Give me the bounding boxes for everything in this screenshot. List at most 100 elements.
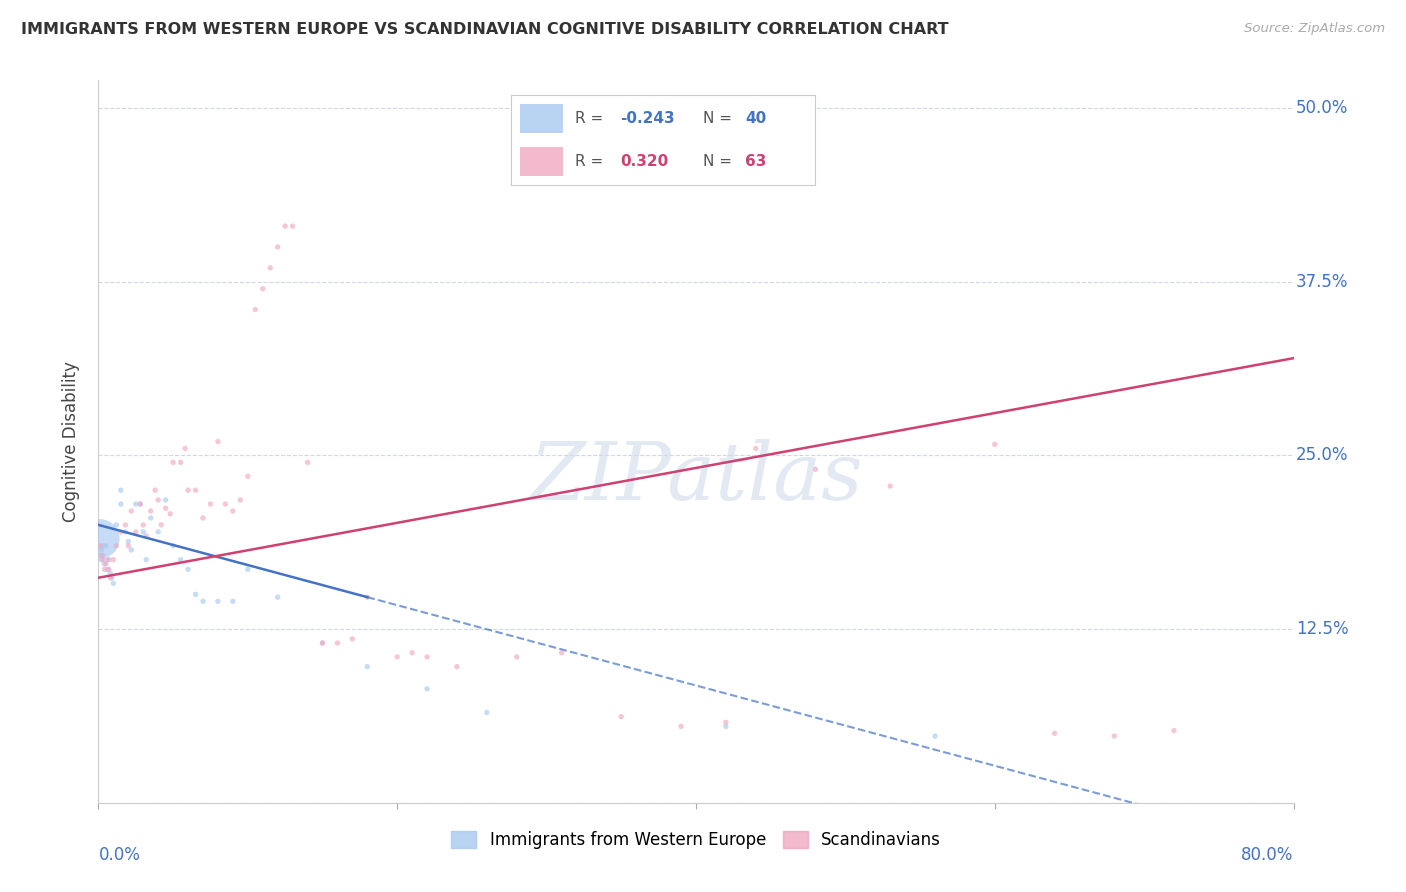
Text: 80.0%: 80.0% [1241, 847, 1294, 864]
Point [610, 709, 633, 723]
Point [91, 549, 114, 563]
Point [135, 552, 157, 566]
Point [356, 590, 378, 604]
Point [155, 492, 177, 507]
Point [120, 542, 142, 557]
Point [356, 659, 378, 673]
Point [129, 497, 152, 511]
Point [401, 646, 423, 660]
Point [94, 539, 117, 553]
Point [416, 649, 439, 664]
Point [169, 552, 191, 566]
Point [110, 524, 132, 539]
Point [94, 557, 117, 571]
Text: 37.5%: 37.5% [1296, 273, 1348, 291]
Point [714, 719, 737, 733]
Point [96, 562, 118, 576]
Point [97, 562, 120, 576]
Point [105, 517, 128, 532]
Point [267, 590, 290, 604]
Point [222, 504, 245, 518]
Point [103, 552, 125, 566]
Point [200, 497, 222, 511]
Point [342, 632, 364, 646]
Text: 25.0%: 25.0% [1296, 446, 1348, 465]
Point [245, 302, 267, 317]
Point [714, 715, 737, 730]
Point [105, 539, 128, 553]
Point [229, 492, 252, 507]
Point [1163, 723, 1185, 738]
Point [93, 562, 115, 576]
Point [214, 497, 236, 511]
Point [506, 649, 529, 664]
Point [117, 534, 139, 549]
Point [550, 646, 572, 660]
Point [135, 529, 157, 543]
Point [98, 566, 122, 581]
Point [89, 539, 111, 553]
Point [281, 219, 304, 234]
Point [120, 504, 142, 518]
Point [143, 483, 166, 498]
Text: 0.0%: 0.0% [98, 847, 141, 864]
Text: 50.0%: 50.0% [1296, 99, 1348, 117]
Point [90, 542, 112, 557]
Point [114, 524, 136, 539]
Point [236, 562, 259, 576]
Point [984, 437, 1007, 451]
Point [924, 729, 946, 743]
Point [93, 557, 115, 571]
Point [1043, 726, 1066, 740]
Point [101, 571, 124, 585]
Point [207, 434, 229, 449]
Point [89, 532, 111, 546]
Point [98, 571, 122, 585]
Point [139, 504, 162, 518]
Point [297, 455, 319, 469]
Point [252, 282, 274, 296]
Point [259, 260, 281, 275]
Point [162, 539, 184, 553]
Point [103, 576, 125, 591]
Point [148, 524, 170, 539]
Point [236, 469, 259, 483]
Point [155, 501, 177, 516]
Point [177, 483, 200, 498]
Point [91, 539, 114, 553]
Point [475, 706, 498, 720]
Point [162, 455, 184, 469]
Point [91, 552, 114, 566]
Point [129, 497, 152, 511]
Point [96, 552, 118, 566]
Point [90, 552, 112, 566]
Y-axis label: Cognitive Disability: Cognitive Disability [62, 361, 80, 522]
Point [132, 524, 155, 539]
Point [117, 539, 139, 553]
Point [191, 594, 214, 608]
Point [114, 517, 136, 532]
Point [177, 562, 200, 576]
Point [1104, 729, 1126, 743]
Point [274, 219, 297, 234]
Point [184, 483, 207, 498]
Point [110, 483, 132, 498]
Point [125, 524, 148, 539]
Point [132, 517, 155, 532]
Point [207, 594, 229, 608]
Text: ZIPatlas: ZIPatlas [529, 439, 863, 516]
Point [669, 719, 692, 733]
Text: 12.5%: 12.5% [1296, 620, 1348, 638]
Point [446, 659, 468, 673]
Point [311, 636, 333, 650]
Point [174, 442, 197, 456]
Point [110, 497, 132, 511]
Point [184, 587, 207, 601]
Point [222, 594, 245, 608]
Point [125, 497, 148, 511]
Point [745, 442, 768, 456]
Text: IMMIGRANTS FROM WESTERN EUROPE VS SCANDINAVIAN COGNITIVE DISABILITY CORRELATION : IMMIGRANTS FROM WESTERN EUROPE VS SCANDI… [21, 22, 949, 37]
Point [97, 552, 120, 566]
Point [148, 492, 170, 507]
Point [169, 455, 191, 469]
